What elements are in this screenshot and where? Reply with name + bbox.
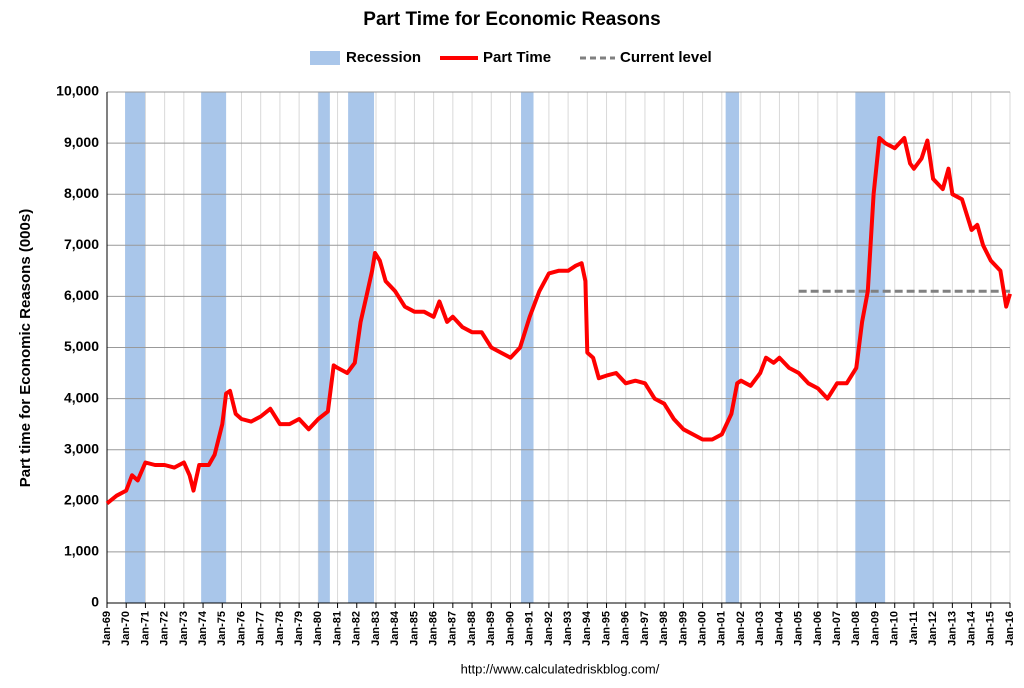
x-tick-label: Jan-80 bbox=[312, 611, 324, 646]
x-tick-label: Jan-79 bbox=[293, 611, 305, 646]
x-tick-label: Jan-11 bbox=[908, 611, 920, 645]
x-tick-label: Jan-83 bbox=[370, 611, 382, 646]
x-tick-label: Jan-82 bbox=[351, 611, 363, 646]
x-tick-label: Jan-74 bbox=[197, 610, 209, 646]
series-line bbox=[105, 136, 1012, 505]
x-tick-label: Jan-87 bbox=[447, 611, 459, 646]
x-tick-label: Jan-71 bbox=[139, 611, 151, 646]
x-tick-label: Jan-94 bbox=[581, 610, 593, 646]
legend-label: Recession bbox=[346, 49, 421, 66]
x-tick-label: Jan-10 bbox=[889, 611, 901, 646]
x-tick-label: Jan-93 bbox=[562, 611, 574, 646]
x-tick-label: Jan-90 bbox=[504, 611, 516, 646]
y-tick-label: 9,000 bbox=[64, 134, 99, 150]
legend-label: Current level bbox=[620, 49, 712, 66]
y-tick-label: 10,000 bbox=[56, 83, 99, 99]
x-tick-label: Jan-81 bbox=[331, 611, 343, 646]
x-tick-label: Jan-92 bbox=[543, 611, 555, 646]
x-tick-label: Jan-03 bbox=[754, 611, 766, 646]
x-tick-label: Jan-13 bbox=[946, 611, 958, 646]
x-tick-label: Jan-73 bbox=[178, 611, 190, 646]
x-tick-label: Jan-70 bbox=[120, 611, 132, 646]
x-tick-label: Jan-01 bbox=[716, 611, 728, 646]
x-tick-label: Jan-77 bbox=[255, 611, 267, 646]
x-tick-label: Jan-06 bbox=[812, 611, 824, 646]
legend-swatch bbox=[310, 51, 340, 65]
x-tick-label: Jan-76 bbox=[235, 611, 247, 646]
chart-title: Part Time for Economic Reasons bbox=[363, 9, 660, 30]
y-axis-label: Part time for Economic Reasons (000s) bbox=[17, 209, 34, 487]
legend-label: Part Time bbox=[483, 49, 551, 66]
x-tick-label: Jan-00 bbox=[697, 611, 709, 646]
x-tick-label: Jan-69 bbox=[101, 611, 113, 646]
x-tick-label: Jan-97 bbox=[639, 611, 651, 646]
x-tick-label: Jan-12 bbox=[927, 611, 939, 646]
x-tick-label: Jan-85 bbox=[408, 611, 420, 646]
y-tick-label: 6,000 bbox=[64, 287, 99, 303]
x-tick-label: Jan-02 bbox=[735, 611, 747, 646]
x-tick-label: Jan-16 bbox=[1004, 611, 1016, 646]
x-tick-label: Jan-14 bbox=[965, 610, 977, 646]
y-tick-label: 2,000 bbox=[64, 492, 99, 508]
x-tick-label: Jan-72 bbox=[159, 611, 171, 646]
x-tick-label: Jan-99 bbox=[677, 611, 689, 646]
x-tick-label: Jan-04 bbox=[773, 610, 785, 646]
x-tick-label: Jan-95 bbox=[600, 611, 612, 646]
x-tick-label: Jan-78 bbox=[274, 611, 286, 646]
x-tick-label: Jan-08 bbox=[850, 611, 862, 646]
x-tick-label: Jan-05 bbox=[793, 611, 805, 646]
x-tick-label: Jan-98 bbox=[658, 611, 670, 646]
y-tick-label: 7,000 bbox=[64, 236, 99, 252]
x-tick-label: Jan-84 bbox=[389, 610, 401, 646]
x-tick-label: Jan-09 bbox=[869, 611, 881, 646]
y-tick-label: 8,000 bbox=[64, 185, 99, 201]
y-tick-label: 5,000 bbox=[64, 338, 99, 354]
x-tick-label: Jan-07 bbox=[831, 611, 843, 646]
x-tick-label: Jan-86 bbox=[428, 611, 440, 646]
y-tick-label: 0 bbox=[91, 594, 99, 610]
y-tick-label: 1,000 bbox=[64, 543, 99, 559]
x-tick-label: Jan-96 bbox=[620, 611, 632, 646]
y-tick-label: 4,000 bbox=[64, 389, 99, 405]
x-tick-label: Jan-15 bbox=[985, 611, 997, 646]
x-tick-label: Jan-89 bbox=[485, 611, 497, 646]
x-tick-label: Jan-88 bbox=[466, 611, 478, 646]
y-tick-label: 3,000 bbox=[64, 440, 99, 456]
x-tick-label: Jan-91 bbox=[524, 611, 536, 646]
footer: http://www.calculatedriskblog.com/ bbox=[461, 661, 660, 676]
x-tick-label: Jan-75 bbox=[216, 611, 228, 646]
